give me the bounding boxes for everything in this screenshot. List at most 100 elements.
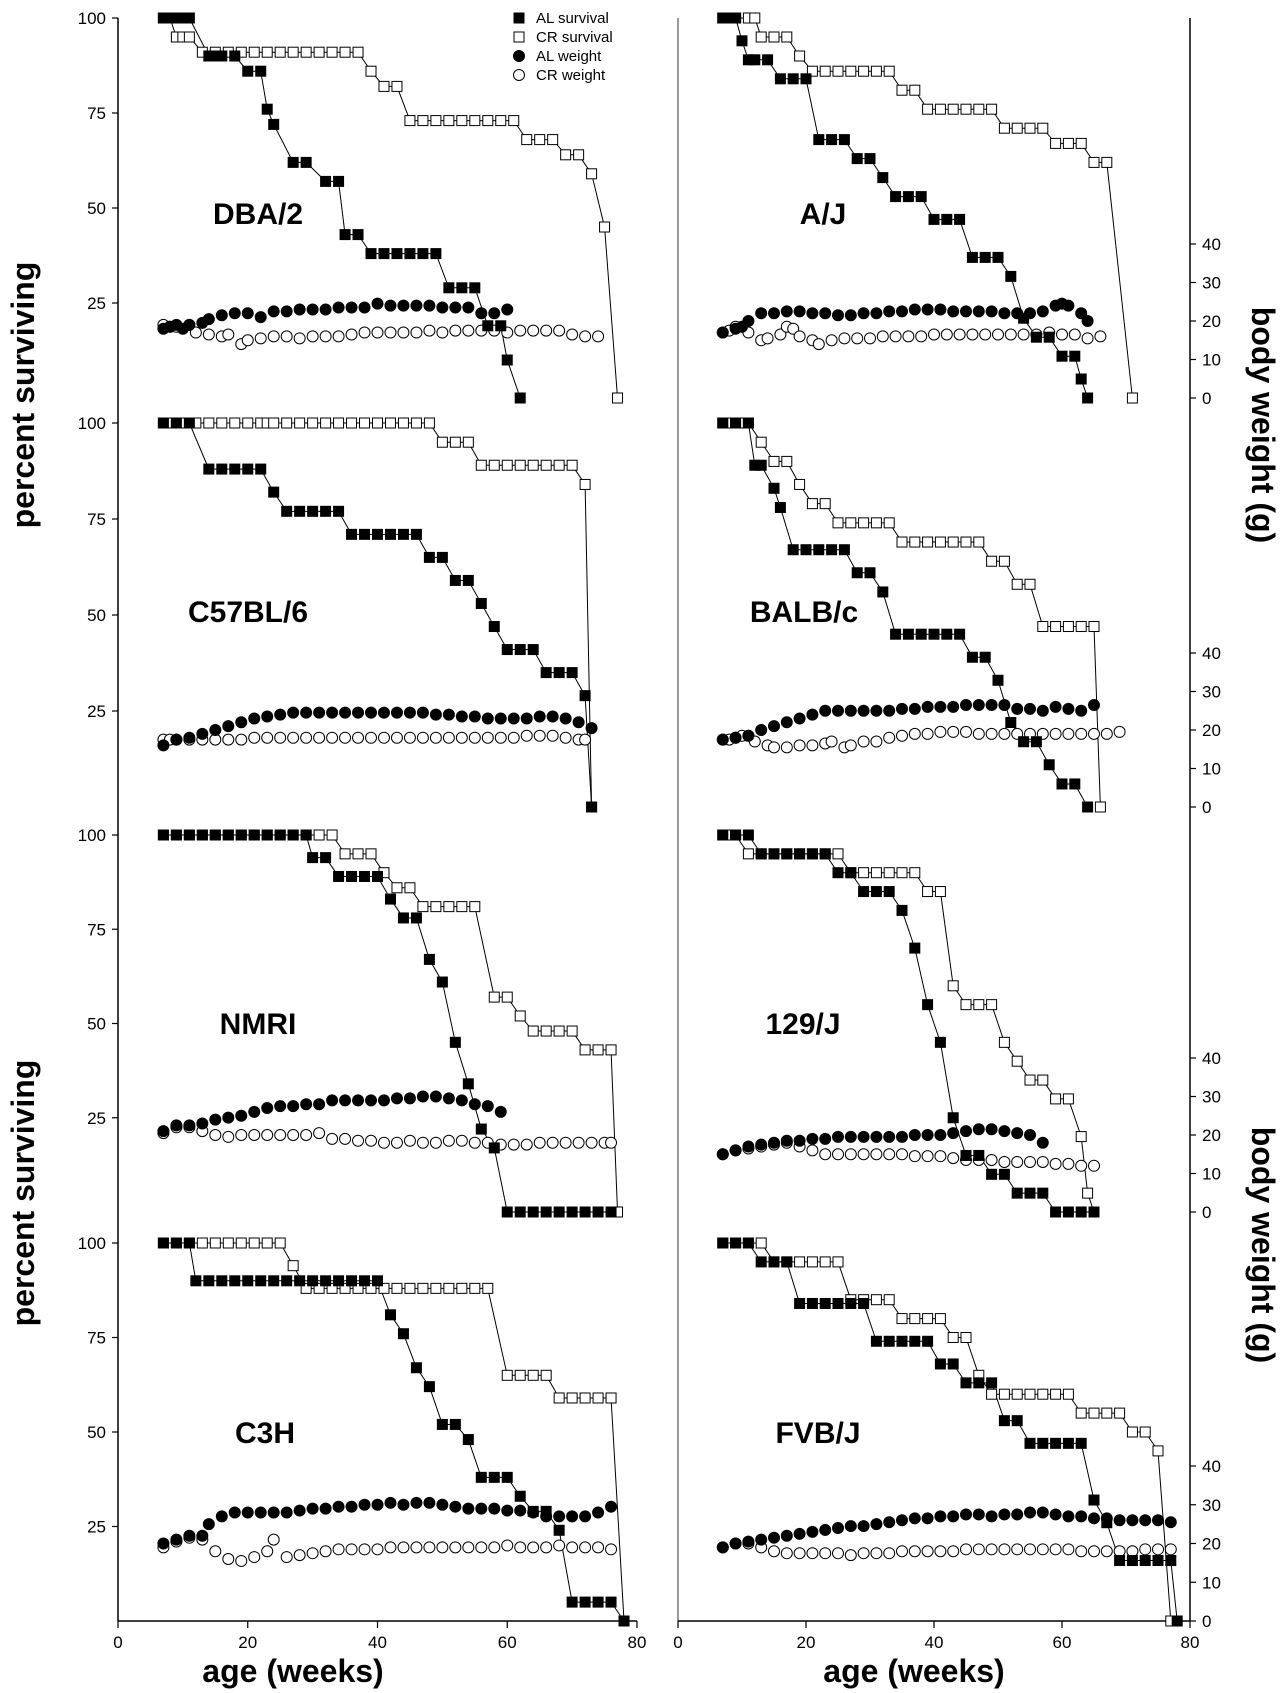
cr-weight-point (1024, 1543, 1036, 1556)
cr-survival-point (300, 1282, 312, 1294)
al-survival-point (851, 153, 863, 165)
al-weight-point (1011, 1127, 1024, 1140)
al-weight-point (157, 1537, 170, 1550)
al-survival-point (1043, 331, 1055, 343)
cr-weight-point (326, 1132, 339, 1145)
cr-weight-point (832, 1148, 844, 1161)
al-survival-point (423, 953, 435, 965)
x-tick-label: 60 (498, 1633, 517, 1652)
al-survival-point (436, 976, 448, 988)
cr-survival-point (313, 1282, 325, 1294)
al-weight-point (883, 704, 896, 717)
cr-survival-point (858, 867, 870, 879)
cr-survival-point (998, 1036, 1010, 1048)
al-survival-point (787, 73, 799, 85)
al-weight-point (170, 733, 183, 746)
al-survival-point (781, 1256, 793, 1268)
al-weight-point (844, 1520, 857, 1533)
y-tick-label: 75 (87, 510, 106, 529)
cr-weight-point (514, 1541, 527, 1554)
al-survival-point (514, 1206, 526, 1218)
al-survival-point (488, 1471, 500, 1483)
cr-weight-point (287, 731, 300, 744)
cr-survival-point (346, 417, 358, 429)
cr-weight-point (998, 1543, 1011, 1556)
x-tick-label: 40 (368, 1633, 387, 1652)
x-tick-label: 0 (113, 1633, 122, 1652)
cr-weight-point (592, 330, 605, 343)
weight-tick-label: 10 (1202, 1165, 1221, 1184)
cr-survival-point (1088, 1407, 1100, 1419)
cr-survival-line (163, 1242, 625, 1622)
cr-survival-point (417, 1282, 429, 1294)
cr-survival-point (819, 498, 831, 510)
al-weight-point (806, 708, 819, 721)
al-survival-point (947, 1112, 959, 1124)
al-weight-point (1152, 1514, 1164, 1527)
axes-frame: 0 20 40 60 80 0 20 40 60 801007550254030201001007… (78, 9, 1221, 1652)
cr-weight-point (1056, 328, 1068, 341)
al-weight-point (755, 724, 768, 736)
cr-survival-point (870, 65, 882, 77)
cr-weight-point (908, 727, 921, 740)
al-weight-point (365, 706, 378, 719)
x-tick-label: 80 (1181, 1633, 1200, 1652)
strain-label: NMRI (220, 1008, 297, 1041)
al-survival-point (229, 463, 241, 475)
al-survival-point (1050, 1437, 1062, 1449)
al-survival-point (553, 1206, 565, 1218)
x-tick-label: 20 (797, 1633, 816, 1652)
al-survival-point (864, 567, 876, 579)
cr-weight-point (921, 1150, 934, 1163)
al-survival-point (475, 1123, 487, 1135)
cr-weight-point (934, 1545, 947, 1558)
cr-weight-point (527, 324, 540, 337)
cr-weight-point (793, 330, 806, 343)
cr-survival-point (378, 80, 390, 92)
al-weight-point (1062, 702, 1075, 715)
cr-survival-point (883, 65, 895, 77)
cr-weight-point (1036, 1155, 1049, 1168)
al-weight-point (870, 1130, 883, 1143)
al-survival-point (268, 1275, 280, 1287)
al-survival-point (1056, 778, 1068, 790)
cr-weight-point (235, 1129, 248, 1141)
cr-survival-point (986, 999, 998, 1011)
cr-survival-point (566, 1392, 578, 1404)
cr-survival-point (1050, 1093, 1062, 1105)
al-survival-point (605, 1596, 617, 1608)
al-survival-point (255, 65, 267, 77)
al-survival-point (774, 73, 786, 85)
al-weight-point (934, 700, 947, 713)
al-weight-point (468, 710, 481, 723)
cr-survival-point (1088, 621, 1100, 633)
cr-survival-point (922, 886, 934, 898)
al-weight-point (832, 309, 844, 322)
al-survival-point (1069, 350, 1081, 362)
cr-survival-point (222, 1237, 234, 1249)
al-survival-point (514, 392, 526, 404)
al-weight-point (768, 1531, 780, 1544)
strain-label: C57BL/6 (188, 596, 308, 629)
cr-survival-point (449, 436, 461, 448)
cr-weight-point (1075, 1159, 1088, 1172)
al-survival-point (1018, 312, 1030, 324)
cr-weight-point (410, 1541, 423, 1554)
cr-weight-point (222, 328, 235, 341)
cr-survival-point (870, 517, 882, 529)
al-survival-point (462, 574, 474, 586)
cr-survival-point (553, 459, 565, 471)
al-survival-point (423, 551, 435, 563)
al-survival-point (915, 191, 927, 203)
al-survival-point (896, 904, 908, 916)
al-weight-point (1036, 1506, 1049, 1519)
cr-survival-point (599, 221, 611, 233)
al-weight-point (896, 1514, 908, 1527)
cr-weight-point (947, 725, 960, 738)
al-weight-point (1164, 1516, 1177, 1529)
cr-survival-point (430, 115, 442, 127)
al-weight-point (352, 1094, 365, 1107)
al-survival-point (320, 175, 332, 187)
cr-survival-point (986, 103, 998, 115)
cr-survival-point (1139, 1426, 1151, 1438)
